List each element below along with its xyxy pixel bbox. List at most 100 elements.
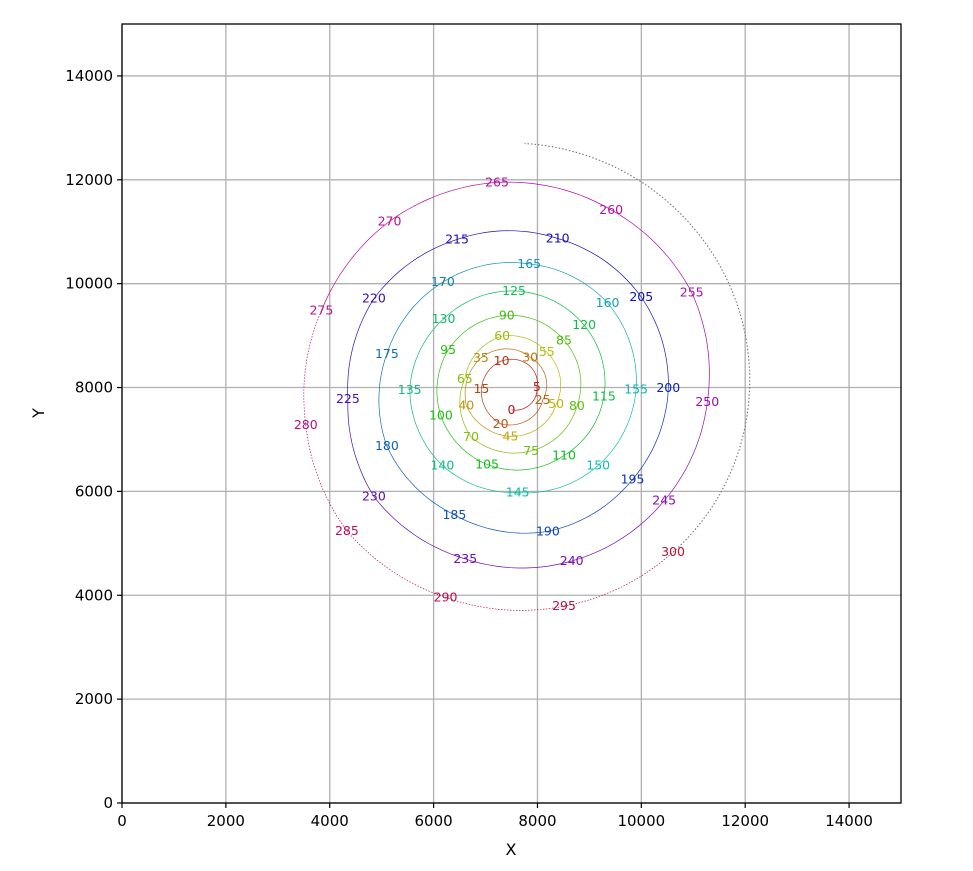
spiral-segment <box>571 500 665 562</box>
y-tick-label: 6000 <box>75 482 113 500</box>
spiral-segment <box>386 281 444 354</box>
point-label: 90 <box>499 307 515 322</box>
point-label: 165 <box>517 256 541 271</box>
x-tick-label: 10000 <box>617 812 665 830</box>
point-label: 200 <box>656 380 680 395</box>
spiral-segment <box>500 399 544 426</box>
point-label: 35 <box>473 350 489 365</box>
spiral-segment <box>517 465 599 494</box>
spiral-segment <box>511 386 538 411</box>
point-label: 85 <box>556 332 572 347</box>
point-label: 45 <box>503 428 519 443</box>
spiral-segment <box>321 221 390 311</box>
spiral-segment <box>632 388 669 480</box>
point-label: 220 <box>362 291 386 306</box>
point-label: 30 <box>522 349 538 364</box>
spiral-segment <box>303 310 322 425</box>
point-label: 210 <box>546 231 570 246</box>
spiral-segment <box>502 335 548 353</box>
plot-frame <box>121 23 902 804</box>
point-label: 255 <box>680 285 704 300</box>
spiral-segment <box>459 379 472 438</box>
point-label: 195 <box>621 472 645 487</box>
point-label: 250 <box>695 394 719 409</box>
x-tick-label: 4000 <box>311 812 349 830</box>
x-tick-label: 8000 <box>518 812 556 830</box>
spiral-segment <box>454 514 548 534</box>
point-label: 140 <box>430 457 454 472</box>
spiral-segment <box>347 298 375 400</box>
point-label: 235 <box>453 551 477 566</box>
spiral-segment <box>386 446 455 516</box>
y-tick-label: 12000 <box>65 171 113 189</box>
spiral-segment <box>496 181 612 211</box>
point-label: 15 <box>473 381 489 396</box>
spiral-segment <box>480 348 531 359</box>
spiral-segment <box>442 262 530 283</box>
point-label: 265 <box>485 174 509 189</box>
point-label: 70 <box>463 429 479 444</box>
spiral-segment <box>409 318 444 391</box>
point-label: 225 <box>336 391 360 406</box>
point-label: 270 <box>378 213 402 228</box>
point-label: 155 <box>624 382 648 397</box>
spiral-segment <box>480 389 501 425</box>
spiral-segment <box>611 209 693 293</box>
spiral-segment <box>514 290 585 326</box>
point-label: 60 <box>494 328 510 343</box>
spiral-segment <box>447 314 507 351</box>
spiral-segment <box>563 551 674 607</box>
spiral-segment <box>465 558 572 569</box>
point-label: 215 <box>445 232 469 247</box>
grid <box>121 24 901 804</box>
spiral-segment <box>442 465 518 493</box>
spiral-segment <box>563 396 605 456</box>
point-label: 150 <box>586 457 610 472</box>
point-label: 135 <box>398 382 422 397</box>
spiral-segment <box>347 398 375 497</box>
spiral-segment <box>531 406 578 452</box>
spiral-segment <box>641 297 669 389</box>
point-label: 245 <box>652 493 676 508</box>
spiral-segment <box>389 182 498 222</box>
point-label: 175 <box>375 346 399 361</box>
point-label: 145 <box>506 484 530 499</box>
spiral-segment <box>481 360 502 390</box>
x-tick-label: 6000 <box>415 812 453 830</box>
point-label: 100 <box>429 408 453 423</box>
point-label: 275 <box>309 303 333 318</box>
point-label: 190 <box>536 523 560 538</box>
point-label: 240 <box>560 553 584 568</box>
spiral-segment <box>464 335 503 380</box>
point-label: 40 <box>458 398 474 413</box>
spiral-segment <box>456 230 558 240</box>
point-label: 290 <box>434 589 458 604</box>
y-axis-label: Y <box>29 408 48 419</box>
spiral-segment <box>305 424 348 532</box>
spiral-segment <box>506 314 565 341</box>
spiral-segment <box>373 496 466 560</box>
spiral-segment <box>557 238 642 298</box>
spiral-segment <box>597 389 637 466</box>
point-label: 10 <box>494 353 510 368</box>
point-label: 125 <box>502 283 526 298</box>
spiral-segment <box>529 263 608 304</box>
spiral-segment <box>470 436 532 454</box>
point-label: 260 <box>599 202 623 217</box>
point-label: 50 <box>548 396 564 411</box>
x-tick-label: 2000 <box>207 812 245 830</box>
spiral-segment <box>663 402 708 501</box>
point-label: 285 <box>335 523 359 538</box>
y-tick-label: 10000 <box>65 275 113 293</box>
point-label: 55 <box>539 344 555 359</box>
point-label: 120 <box>572 317 596 332</box>
spiral-segment <box>530 357 548 401</box>
y-tick-label: 8000 <box>75 379 113 397</box>
x-tick-label: 12000 <box>721 812 769 830</box>
x-tick-label: 0 <box>117 812 127 830</box>
point-label: 25 <box>535 392 551 407</box>
point-label: 160 <box>596 295 620 310</box>
spiral-segment <box>510 404 557 437</box>
